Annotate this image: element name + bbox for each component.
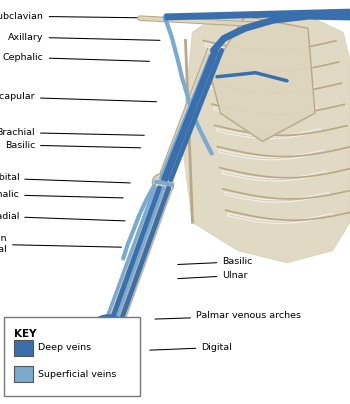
Text: Palmar venous arches: Palmar venous arches bbox=[155, 311, 301, 320]
Text: Cephalic: Cephalic bbox=[3, 53, 149, 62]
Ellipse shape bbox=[112, 354, 118, 359]
Polygon shape bbox=[182, 12, 350, 263]
Ellipse shape bbox=[93, 355, 99, 360]
Ellipse shape bbox=[153, 174, 172, 190]
Ellipse shape bbox=[103, 359, 109, 364]
Text: Deep veins: Deep veins bbox=[38, 343, 92, 352]
Text: Ulnar: Ulnar bbox=[178, 271, 248, 280]
Ellipse shape bbox=[97, 325, 120, 345]
Text: Basilic: Basilic bbox=[5, 141, 141, 149]
Text: Radial: Radial bbox=[0, 212, 125, 221]
Text: Axillary: Axillary bbox=[8, 33, 160, 42]
Text: Brachial: Brachial bbox=[0, 128, 144, 137]
Text: Median cubital: Median cubital bbox=[0, 173, 130, 183]
FancyBboxPatch shape bbox=[4, 317, 140, 396]
Text: Basilic: Basilic bbox=[178, 257, 253, 266]
Ellipse shape bbox=[166, 179, 174, 191]
Text: Superficial veins: Superficial veins bbox=[38, 370, 117, 379]
Text: Median
antebrachial: Median antebrachial bbox=[0, 234, 121, 254]
Bar bbox=[14, 340, 33, 356]
Text: KEY: KEY bbox=[14, 329, 36, 339]
Ellipse shape bbox=[101, 317, 123, 330]
Polygon shape bbox=[210, 16, 315, 141]
Text: Subclavian: Subclavian bbox=[0, 12, 167, 21]
Ellipse shape bbox=[98, 358, 104, 363]
Ellipse shape bbox=[108, 357, 114, 362]
Text: Digital: Digital bbox=[150, 343, 232, 352]
Text: Subscapular: Subscapular bbox=[0, 93, 156, 102]
Text: Cephalic: Cephalic bbox=[0, 190, 123, 199]
Bar bbox=[14, 366, 33, 382]
